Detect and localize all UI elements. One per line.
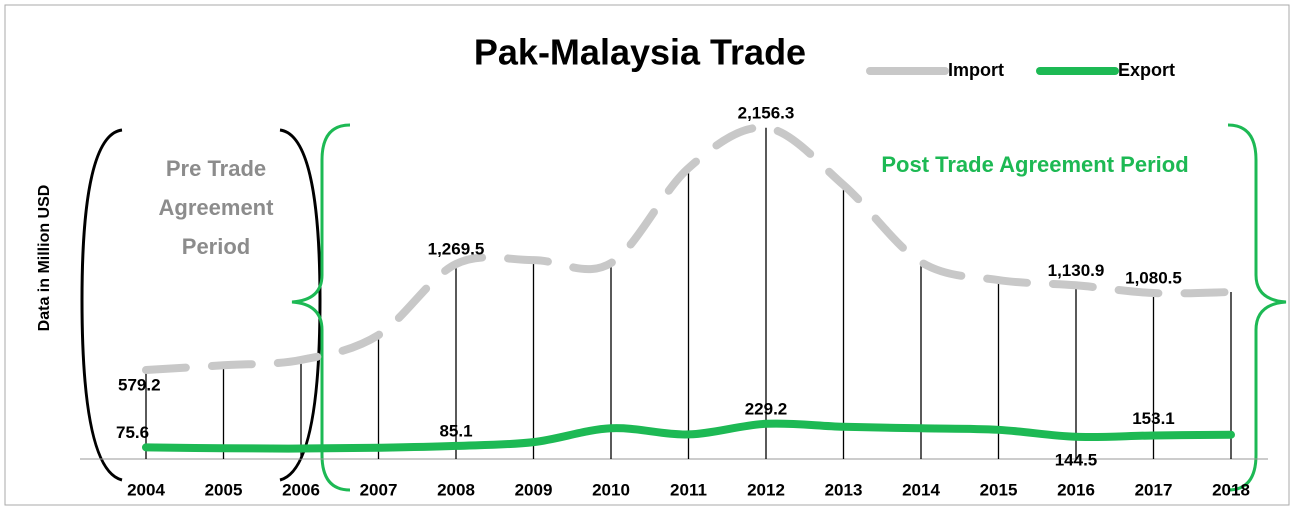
annotation-line: Period: [182, 234, 250, 259]
annotation-text: Pre Trade Agreement Period: [159, 156, 275, 259]
annotation: Pre Trade Agreement Period: [159, 156, 275, 259]
data-label: 1,269.5: [428, 239, 485, 258]
x-tick-label: 2013: [825, 480, 863, 499]
x-tick-label: 2008: [437, 480, 475, 499]
x-tick-label: 2016: [1057, 480, 1095, 499]
post-brace: [291, 123, 351, 492]
x-tick-label: 2007: [360, 480, 398, 499]
annotation-line: Pre Trade: [166, 156, 266, 181]
y-axis-label: Data in Million USD: [36, 185, 53, 332]
x-tick-label: 2009: [515, 480, 553, 499]
data-label: 1,080.5: [1125, 269, 1182, 288]
x-tick-label: 2010: [592, 480, 630, 499]
x-tick-label: 2005: [205, 480, 243, 499]
data-label: 75.6: [116, 423, 149, 442]
data-label: 153.1: [1132, 409, 1175, 428]
x-tick-label: 2014: [902, 480, 940, 499]
x-tick-label: 2004: [127, 480, 165, 499]
annotation: Post Trade Agreement Period: [881, 152, 1188, 177]
data-label: 2,156.3: [738, 103, 795, 122]
data-label: 229.2: [745, 399, 788, 418]
data-label: 144.5: [1055, 450, 1098, 469]
x-tick-label: 2018: [1212, 480, 1250, 499]
x-tick-label: 2011: [670, 480, 707, 499]
data-label: 579.2: [118, 376, 161, 395]
chart-title: Pak-Malaysia Trade: [474, 32, 806, 73]
x-tick-label: 2012: [747, 480, 785, 499]
data-label: 1,130.9: [1048, 261, 1105, 280]
legend-label: Import: [948, 60, 1004, 80]
post-brace: [1227, 123, 1287, 492]
series-line: [142, 123, 1235, 375]
data-label: 85.1: [439, 421, 472, 440]
frame: [4, 4, 1290, 506]
x-tick-label: 2017: [1135, 480, 1173, 499]
series-line: [142, 419, 1235, 453]
pre-bracket: [279, 128, 322, 482]
x-tick-label: 2015: [980, 480, 1018, 499]
annotation-line: Agreement: [159, 195, 275, 220]
x-tick-label: 2006: [282, 480, 320, 499]
legend-label: Export: [1118, 60, 1175, 80]
